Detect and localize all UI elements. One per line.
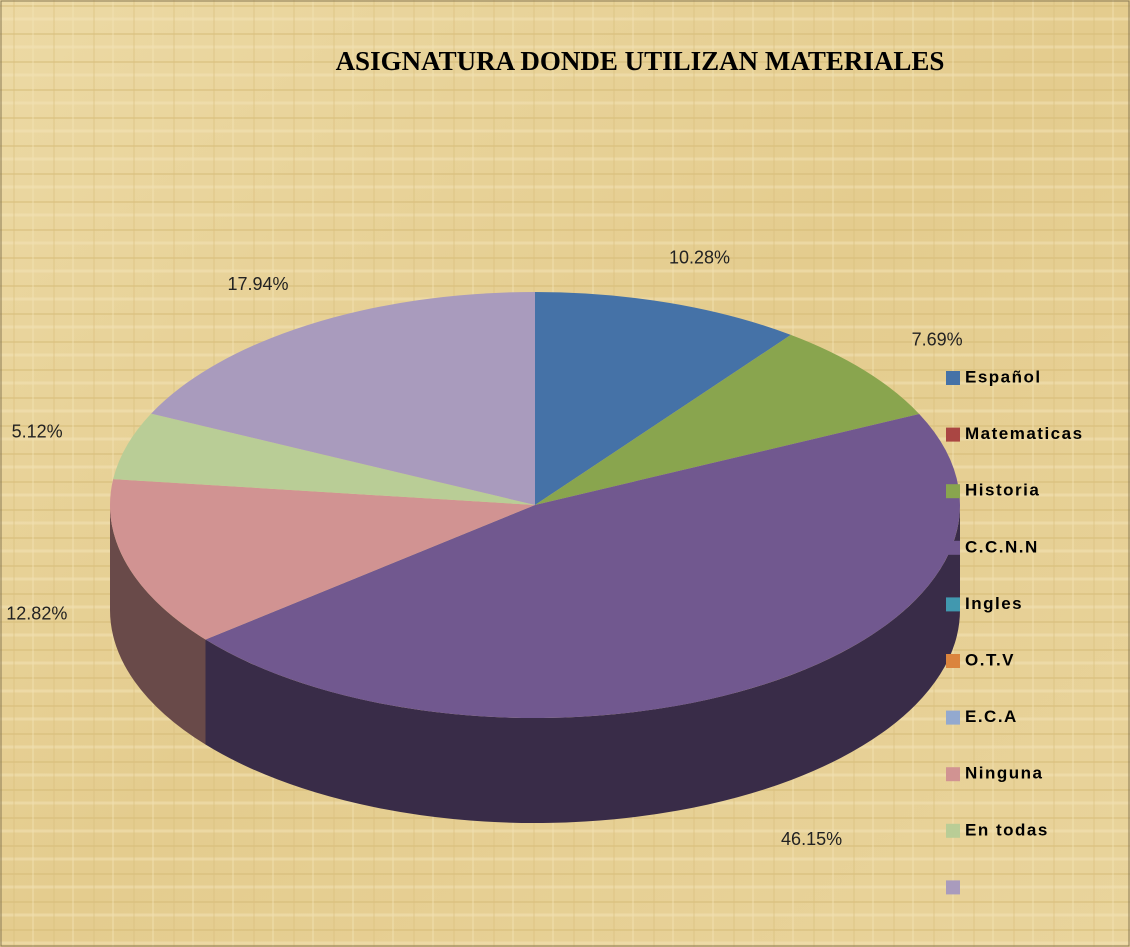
legend-label: En todas [965, 820, 1049, 839]
data-label: 46.15% [781, 829, 842, 849]
slice [535, 292, 791, 505]
legend-swatch [946, 597, 960, 612]
data-label: 7.69% [912, 330, 963, 350]
data-label: 5.12% [12, 421, 63, 441]
slice [151, 292, 535, 505]
legend-label: Ninguna [965, 764, 1044, 783]
data-label: 12.82% [6, 604, 67, 624]
legend-swatch [946, 767, 960, 782]
legend-swatch [946, 371, 960, 385]
legend-swatch [946, 880, 960, 895]
legend-label: Historia [965, 481, 1040, 500]
slice [535, 334, 920, 505]
slice-side [205, 505, 960, 823]
slice-side [110, 505, 206, 745]
legend-label: C.C.N.N [965, 537, 1039, 556]
data-label: 10.28% [669, 247, 730, 267]
legend-label: O.T.V [965, 650, 1015, 669]
legend-label: Ingles [965, 594, 1023, 613]
legend-label: E.C.A [965, 707, 1018, 726]
slice [109, 479, 535, 640]
legend-swatch [946, 427, 960, 442]
legend-swatch [946, 540, 960, 555]
chart-title: ASIGNATURA DONDE UTILIZAN MATERIALES [336, 46, 945, 76]
slice [113, 413, 535, 505]
legend-label: Español [965, 367, 1042, 386]
legend-swatch [946, 823, 960, 838]
slice [205, 413, 960, 718]
data-label: 17.94% [227, 274, 288, 294]
legend-label: Matematicas [965, 424, 1084, 443]
legend-swatch [946, 484, 960, 499]
legend-swatch [946, 654, 960, 668]
legend-swatch [946, 710, 960, 725]
